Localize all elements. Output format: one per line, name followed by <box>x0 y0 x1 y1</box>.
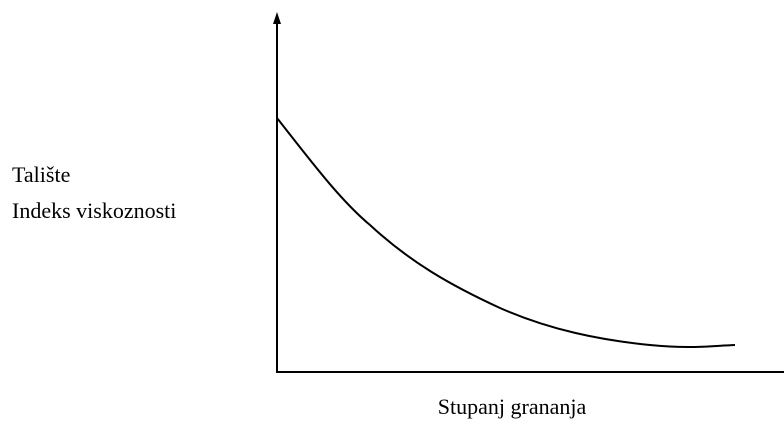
y-axis-arrow <box>273 12 281 24</box>
y-axis-label: Talište <box>12 162 70 187</box>
y-axis-label: Indeks viskoznosti <box>12 198 176 223</box>
curve <box>276 117 736 349</box>
x-axis-label: Stupanj grananja <box>438 394 587 419</box>
